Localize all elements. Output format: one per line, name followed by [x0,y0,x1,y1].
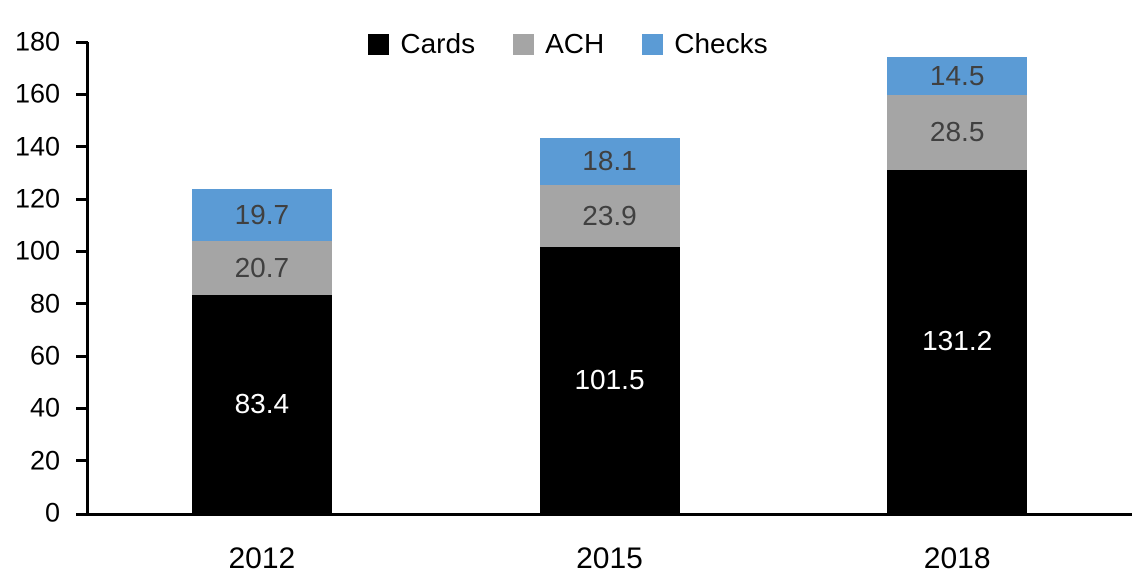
bar-2012: 83.4 20.7 19.7 [191,0,332,513]
bar-2018: 131.2 28.5 14.5 [887,0,1028,513]
y-tick-label: 40 [29,392,60,423]
y-axis-tick [76,145,88,149]
y-tick-label: 60 [29,340,60,371]
bar-segment-2018-checks: 14.5 [887,57,1028,96]
legend-item-cards: Cards [368,30,475,58]
bar-segment-2015-ach: 23.9 [539,184,680,248]
x-axis-label-2012: 2012 [228,542,296,575]
bar-value-label: 19.7 [234,198,290,230]
y-axis-tick [76,406,88,410]
bar-segment-2018-ach: 28.5 [887,95,1028,170]
bar-segment-2015-checks: 18.1 [539,137,680,185]
legend-swatch-ach [513,33,535,55]
bar-value-label: 14.5 [929,60,985,92]
y-tick-label: 80 [29,288,60,319]
y-axis-tick [76,459,88,463]
chart-legend: Cards ACH Checks [0,30,1136,58]
legend-label: ACH [545,28,605,59]
y-tick-label: 20 [29,445,60,476]
legend-swatch-cards [368,33,390,55]
y-tick-label: 140 [14,131,60,162]
bar-value-label: 23.9 [582,200,637,232]
bar-segment-2012-ach: 20.7 [191,240,332,295]
bar-value-label: 131.2 [922,325,993,357]
y-axis-tick [76,354,88,358]
x-axis-line [76,513,1132,516]
bar-value-label: 83.4 [234,387,290,419]
y-axis-tick [76,197,88,201]
y-axis-tick [76,40,88,44]
bar-segment-2012-cards: 83.4 [191,294,332,513]
x-axis-label-2018: 2018 [923,542,991,575]
y-axis-tick [76,302,88,306]
bar-value-label: 28.5 [929,116,985,148]
bar-2015: 101.5 23.9 18.1 [539,0,680,513]
legend-item-checks: Checks [642,28,768,59]
legend-item-ach: ACH [513,30,604,58]
bar-segment-2018-cards: 131.2 [887,169,1028,513]
y-axis-tick [76,92,88,96]
y-tick-label: 0 [44,497,60,528]
bar-value-label: 101.5 [574,364,645,396]
legend-label: Checks [674,28,768,59]
bar-segment-2012-checks: 19.7 [191,189,332,241]
y-axis-tick [76,249,88,253]
y-axis-line [86,42,89,516]
y-tick-label: 160 [14,78,60,109]
legend-swatch-checks [642,33,664,55]
y-tick-label: 100 [14,235,60,266]
bar-value-label: 18.1 [582,145,637,177]
y-tick-label: 120 [14,183,60,214]
bar-value-label: 20.7 [234,251,290,283]
legend-label: Cards [400,28,476,59]
x-axis-label-2015: 2015 [576,542,643,575]
bar-segment-2015-cards: 101.5 [539,247,680,513]
y-tick-label: 180 [14,26,60,57]
